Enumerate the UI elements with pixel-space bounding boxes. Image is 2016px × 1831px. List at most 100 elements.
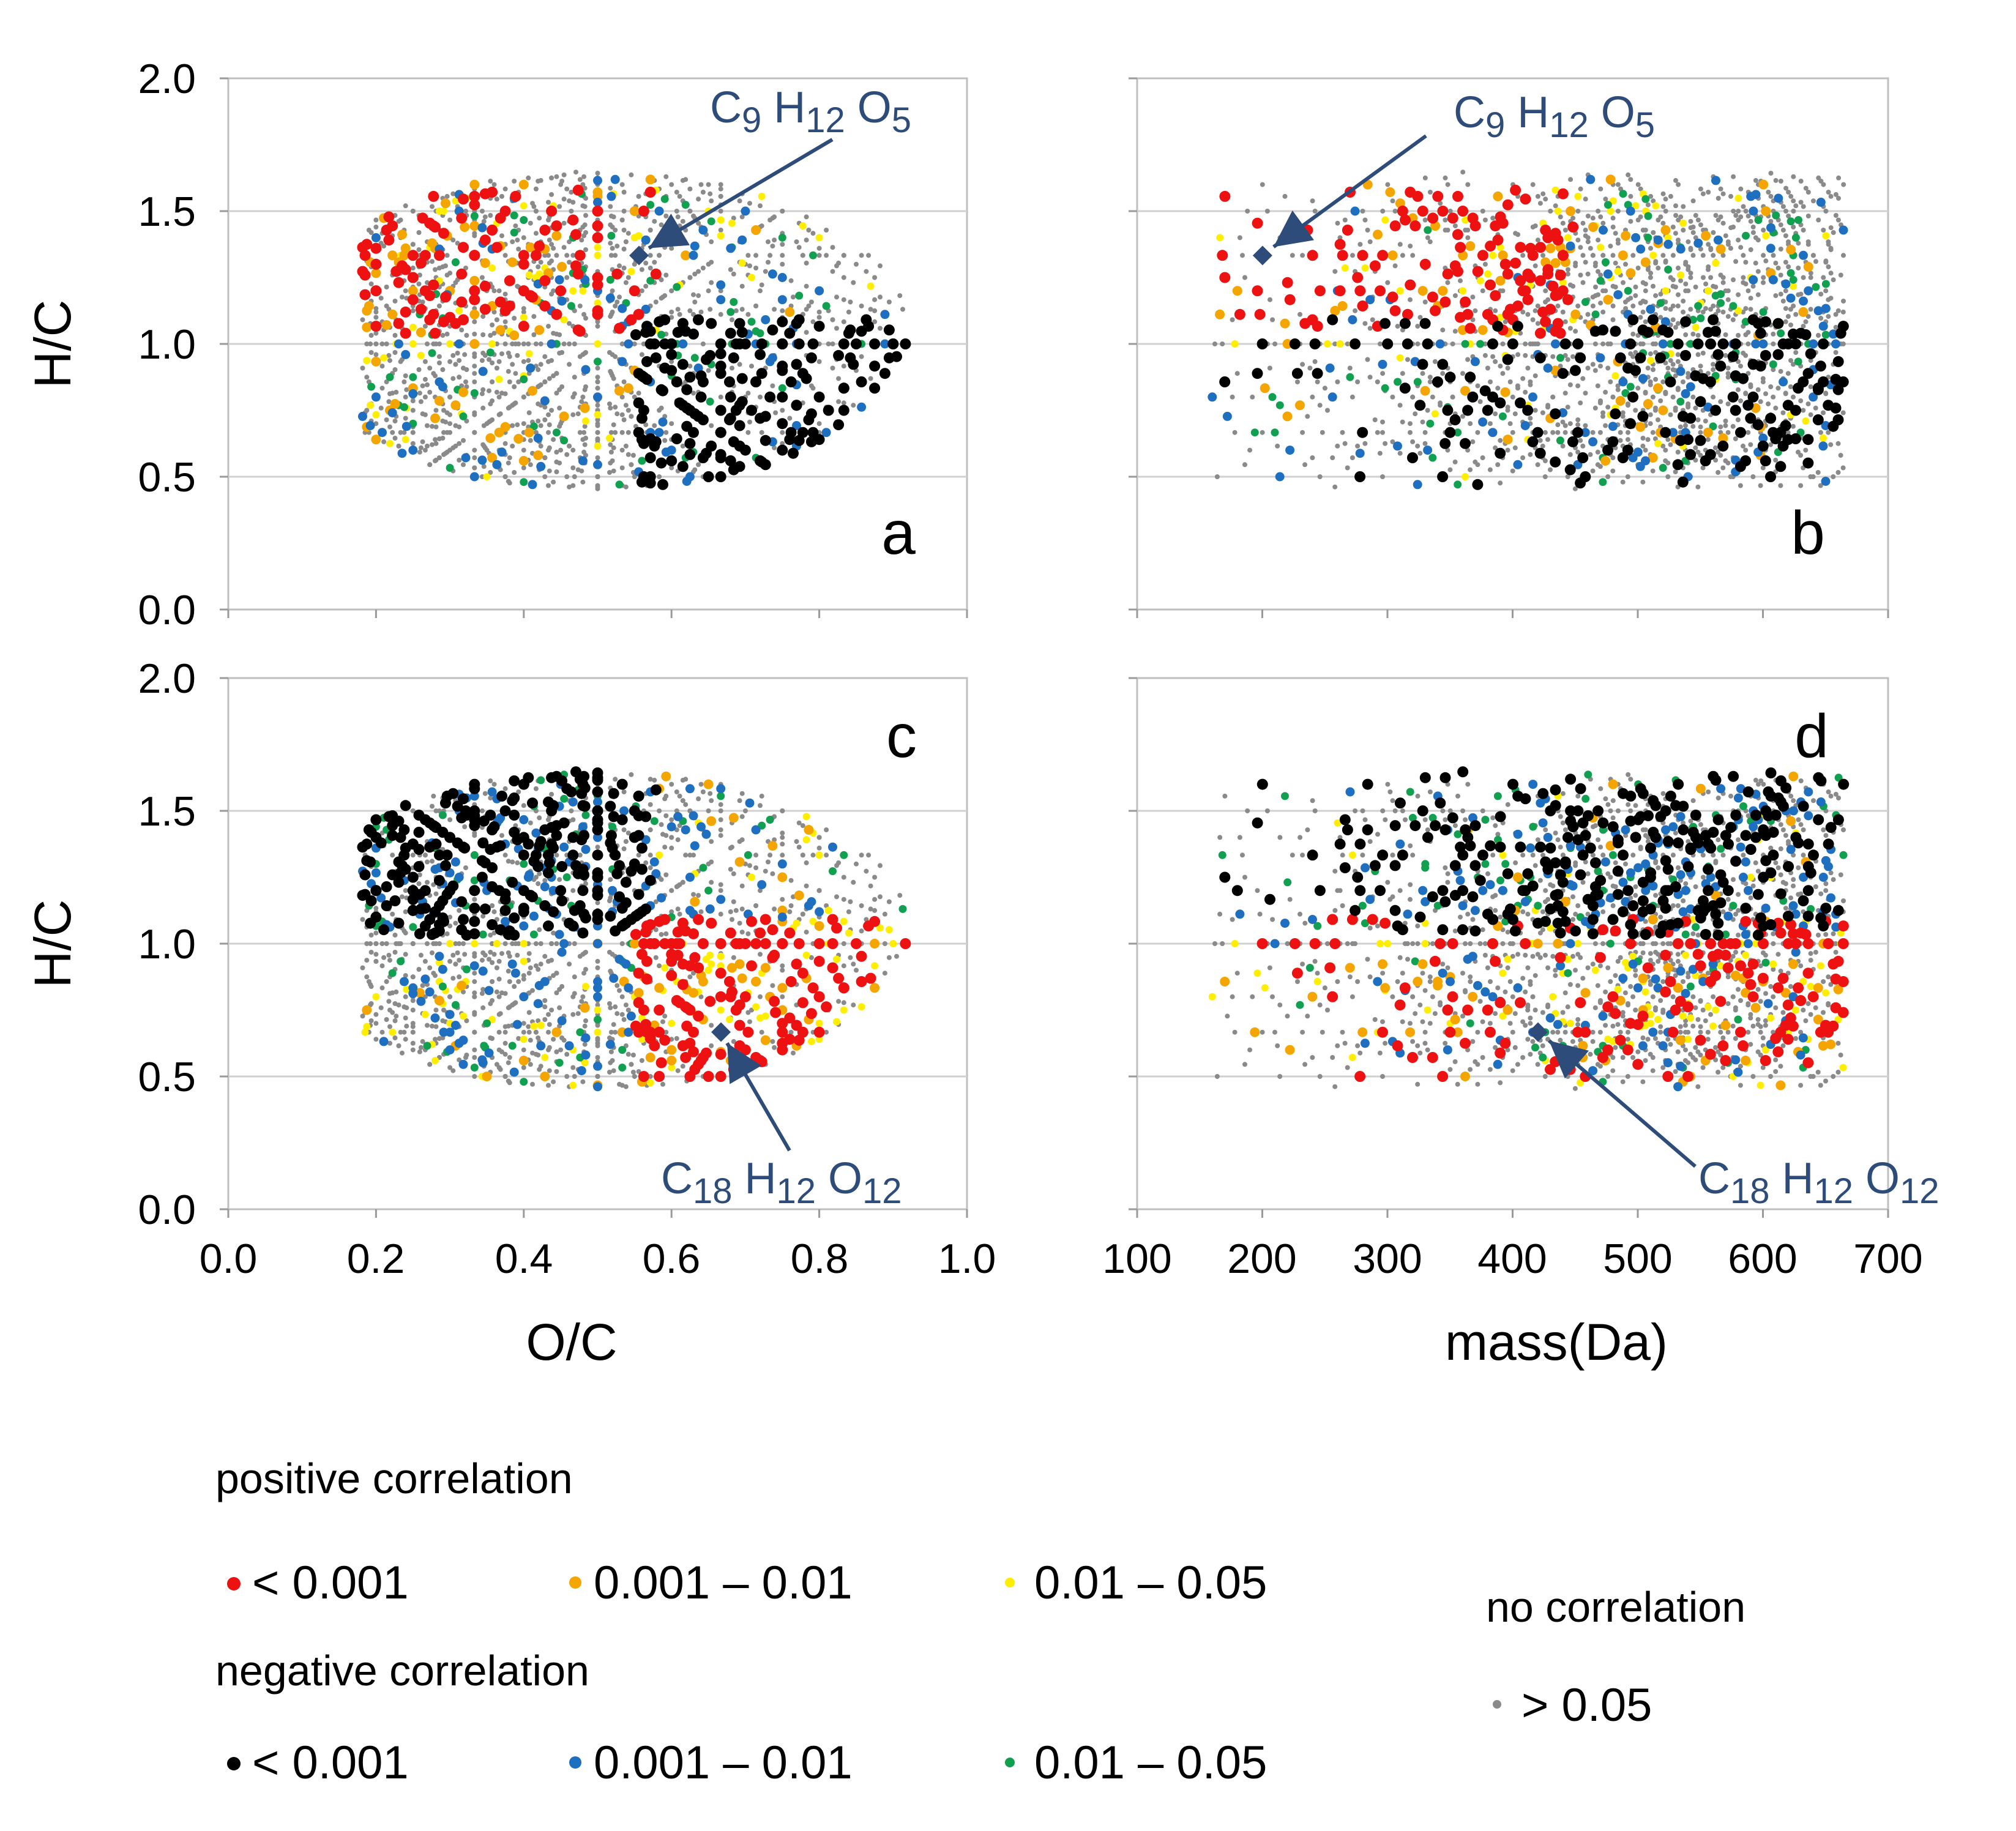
data-point bbox=[1648, 421, 1653, 427]
data-point bbox=[433, 441, 439, 446]
data-point bbox=[808, 955, 814, 960]
data-point bbox=[438, 382, 447, 392]
data-point bbox=[623, 1002, 629, 1008]
data-point bbox=[573, 170, 578, 175]
data-point bbox=[459, 412, 468, 420]
data-point bbox=[696, 220, 701, 226]
data-point bbox=[1758, 399, 1763, 405]
data-point bbox=[1717, 440, 1729, 452]
data-point bbox=[1686, 264, 1691, 269]
data-point bbox=[780, 441, 785, 446]
data-point bbox=[641, 356, 652, 367]
data-point bbox=[1695, 434, 1706, 446]
data-point bbox=[378, 1005, 384, 1010]
data-point bbox=[373, 941, 379, 946]
data-point bbox=[579, 468, 584, 474]
data-point bbox=[595, 1074, 600, 1079]
data-point bbox=[867, 282, 875, 290]
data-point bbox=[868, 376, 873, 381]
data-point bbox=[623, 1084, 629, 1089]
data-point bbox=[1512, 445, 1518, 450]
data-point bbox=[1653, 383, 1663, 393]
data-point bbox=[1725, 288, 1731, 294]
data-point bbox=[772, 445, 777, 450]
data-point bbox=[400, 403, 408, 411]
data-point bbox=[1535, 462, 1540, 468]
data-point bbox=[1485, 365, 1490, 371]
data-point bbox=[718, 186, 723, 192]
data-point bbox=[666, 455, 678, 466]
data-point bbox=[1778, 247, 1783, 252]
data-point bbox=[1468, 467, 1473, 472]
data-point bbox=[567, 302, 575, 310]
data-point bbox=[1686, 375, 1691, 380]
data-point bbox=[396, 1002, 401, 1008]
data-point bbox=[1772, 211, 1780, 220]
data-point bbox=[625, 1007, 631, 1013]
data-point bbox=[397, 449, 407, 458]
data-point bbox=[838, 338, 849, 349]
data-point bbox=[1741, 204, 1746, 209]
data-point bbox=[1280, 318, 1290, 329]
data-point bbox=[416, 327, 426, 338]
data-point bbox=[747, 419, 752, 425]
data-point bbox=[537, 776, 545, 785]
data-point bbox=[559, 179, 565, 184]
data-point bbox=[1325, 364, 1335, 373]
data-point bbox=[1685, 412, 1697, 424]
data-point bbox=[595, 417, 600, 422]
data-point bbox=[386, 352, 392, 358]
data-point bbox=[660, 1081, 665, 1087]
data-point bbox=[707, 960, 715, 968]
data-point bbox=[564, 275, 570, 280]
data-point bbox=[580, 394, 586, 400]
data-point bbox=[1477, 250, 1488, 261]
data-point bbox=[416, 282, 422, 286]
data-point bbox=[416, 881, 422, 886]
data-point bbox=[1498, 364, 1503, 369]
data-point bbox=[1264, 209, 1270, 214]
data-point bbox=[1615, 352, 1626, 364]
data-point bbox=[709, 259, 714, 265]
data-point bbox=[804, 825, 814, 835]
data-point bbox=[621, 266, 627, 270]
data-point bbox=[1354, 471, 1366, 482]
data-point bbox=[748, 873, 755, 881]
data-point bbox=[1212, 341, 1217, 346]
data-point bbox=[434, 396, 444, 406]
data-point bbox=[361, 1028, 369, 1036]
data-point bbox=[521, 1029, 526, 1035]
data-point bbox=[1565, 474, 1570, 479]
data-point bbox=[1596, 353, 1605, 363]
data-point bbox=[495, 375, 503, 383]
data-point bbox=[1353, 308, 1358, 313]
data-point bbox=[458, 387, 468, 397]
data-point bbox=[1766, 190, 1771, 195]
data-point bbox=[1692, 338, 1704, 349]
data-point bbox=[384, 285, 389, 289]
data-point bbox=[404, 1005, 409, 1010]
data-point bbox=[1585, 311, 1591, 317]
data-point bbox=[663, 1029, 669, 1035]
data-point bbox=[1432, 190, 1444, 202]
data-point bbox=[1535, 193, 1540, 199]
data-point bbox=[403, 1037, 408, 1042]
data-point bbox=[793, 434, 805, 446]
data-point bbox=[608, 1049, 614, 1054]
data-point bbox=[595, 171, 600, 176]
data-point bbox=[1427, 291, 1438, 303]
data-point bbox=[728, 267, 733, 272]
data-point bbox=[547, 422, 552, 428]
data-point bbox=[824, 228, 829, 233]
data-point bbox=[480, 1042, 488, 1050]
data-point bbox=[709, 423, 714, 428]
data-point bbox=[521, 421, 526, 427]
data-point bbox=[502, 291, 508, 297]
data-point bbox=[1312, 321, 1323, 332]
data-point bbox=[1348, 315, 1357, 324]
data-point bbox=[499, 351, 504, 357]
data-point bbox=[487, 388, 491, 393]
data-point bbox=[1575, 383, 1581, 389]
data-point bbox=[1498, 412, 1507, 420]
data-point bbox=[483, 473, 491, 480]
